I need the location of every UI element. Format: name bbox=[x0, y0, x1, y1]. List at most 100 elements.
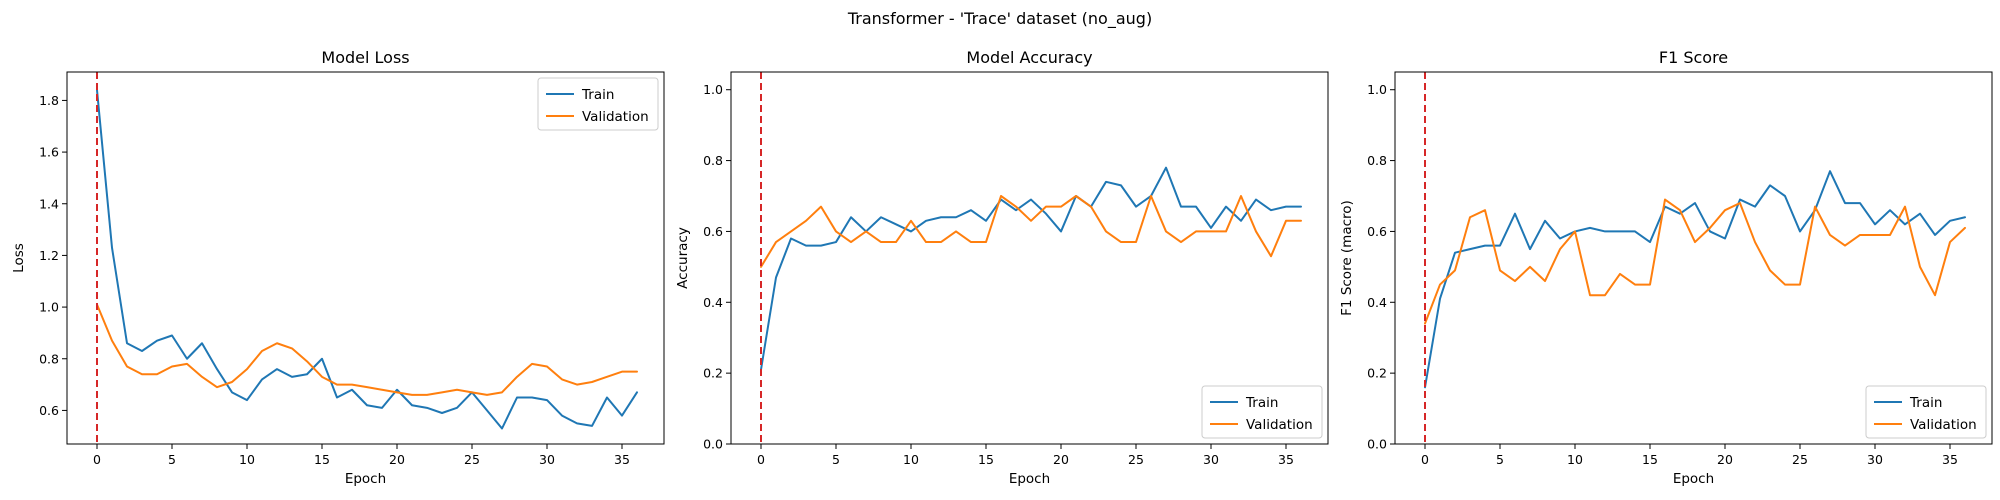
y-tick: 0.2 bbox=[703, 366, 731, 381]
x-tick-label: 0 bbox=[1421, 452, 1429, 467]
x-tick-label: 10 bbox=[239, 452, 255, 467]
x-tick-label: 20 bbox=[1053, 452, 1069, 467]
series-line-validation bbox=[760, 195, 1302, 268]
y-axis-label: Accuracy bbox=[675, 227, 691, 289]
y-tick-label: 1.8 bbox=[39, 93, 59, 108]
figure-suptitle: Transformer - 'Trace' dataset (no_aug) bbox=[847, 9, 1152, 29]
x-tick: 35 bbox=[614, 444, 630, 467]
legend-label: Validation bbox=[1246, 417, 1313, 433]
y-tick: 0.4 bbox=[703, 295, 731, 310]
y-axis-label: F1 Score (macro) bbox=[1339, 200, 1355, 316]
x-tick-label: 30 bbox=[539, 452, 555, 467]
x-tick-label: 10 bbox=[1567, 452, 1583, 467]
y-tick: 1.6 bbox=[39, 145, 67, 160]
series-line-train bbox=[1424, 170, 1966, 389]
y-tick-label: 0.8 bbox=[39, 351, 59, 366]
x-tick-label: 10 bbox=[903, 452, 919, 467]
y-axis-label: Loss bbox=[11, 243, 27, 273]
y-tick: 0.8 bbox=[1367, 153, 1395, 168]
legend: Train Validation bbox=[537, 77, 659, 131]
subplot-title: Model Loss bbox=[321, 48, 409, 67]
y-tick-label: 0.4 bbox=[703, 295, 723, 310]
x-tick: 15 bbox=[978, 444, 994, 467]
x-tick-label: 30 bbox=[1203, 452, 1219, 467]
y-tick-label: 1.2 bbox=[39, 248, 59, 263]
x-tick: 20 bbox=[389, 444, 405, 467]
x-tick: 5 bbox=[1496, 444, 1504, 467]
y-tick: 0.8 bbox=[703, 153, 731, 168]
x-tick: 35 bbox=[1278, 444, 1294, 467]
y-tick: 0.2 bbox=[1367, 366, 1395, 381]
legend-label: Validation bbox=[1910, 417, 1977, 433]
x-axis-label: Epoch bbox=[1009, 471, 1050, 487]
x-axis-label: Epoch bbox=[1673, 471, 1714, 487]
y-tick: 1.4 bbox=[39, 196, 67, 211]
y-tick-label: 0.2 bbox=[703, 366, 723, 381]
x-tick: 30 bbox=[1867, 444, 1883, 467]
legend-label: Train bbox=[1245, 395, 1278, 411]
y-tick: 0.8 bbox=[39, 351, 67, 366]
legend-item: Validation bbox=[546, 109, 649, 125]
x-tick: 20 bbox=[1717, 444, 1733, 467]
y-tick: 0.6 bbox=[1367, 224, 1395, 239]
legend-label: Train bbox=[1909, 395, 1942, 411]
y-tick-label: 1.0 bbox=[39, 300, 59, 315]
x-tick-label: 25 bbox=[464, 452, 480, 467]
x-tick-label: 35 bbox=[614, 452, 630, 467]
x-tick-label: 5 bbox=[832, 452, 840, 467]
subplot-title: F1 Score bbox=[1659, 48, 1728, 67]
series-line-validation bbox=[1424, 198, 1966, 325]
y-tick: 0.6 bbox=[39, 403, 67, 418]
y-tick-label: 1.6 bbox=[39, 145, 59, 160]
y-tick: 0.6 bbox=[703, 224, 731, 239]
x-tick-label: 25 bbox=[1792, 452, 1808, 467]
y-tick-label: 0.0 bbox=[1367, 437, 1387, 452]
x-tick-label: 15 bbox=[1642, 452, 1658, 467]
legend-item: Validation bbox=[1874, 417, 1977, 433]
subplots: Model Loss 0 5 10 15 20 25 30 35 0.6 0.8 1.0 1.2 1.4 1… bbox=[11, 48, 1993, 487]
x-tick-label: 25 bbox=[1128, 452, 1144, 467]
x-tick: 25 bbox=[1128, 444, 1144, 467]
axes-frame bbox=[1394, 71, 1993, 445]
x-tick-label: 15 bbox=[314, 452, 330, 467]
y-tick-label: 0.6 bbox=[39, 403, 59, 418]
y-tick-label: 0.0 bbox=[703, 437, 723, 452]
x-tick-label: 0 bbox=[757, 452, 765, 467]
y-tick: 1.0 bbox=[703, 82, 731, 97]
x-tick: 30 bbox=[539, 444, 555, 467]
legend: Train Validation bbox=[1201, 385, 1323, 439]
y-tick: 0.0 bbox=[1367, 437, 1395, 452]
x-tick-label: 20 bbox=[1717, 452, 1733, 467]
x-tick: 35 bbox=[1942, 444, 1958, 467]
y-tick: 0.0 bbox=[703, 437, 731, 452]
x-tick: 0 bbox=[1421, 444, 1429, 467]
x-tick-label: 30 bbox=[1867, 452, 1883, 467]
x-tick: 30 bbox=[1203, 444, 1219, 467]
subplot-3: F1 Score 0 5 10 15 20 25 30 35 0.0 0.2 0.4 0.6 0.8 1.0… bbox=[1339, 48, 1993, 487]
x-tick: 15 bbox=[314, 444, 330, 467]
x-tick-label: 35 bbox=[1278, 452, 1294, 467]
y-tick-label: 0.8 bbox=[1367, 153, 1387, 168]
x-tick: 0 bbox=[93, 444, 101, 467]
y-tick-label: 1.0 bbox=[1367, 82, 1387, 97]
x-tick-label: 20 bbox=[389, 452, 405, 467]
x-tick-label: 5 bbox=[1496, 452, 1504, 467]
x-tick-label: 35 bbox=[1942, 452, 1958, 467]
legend-label: Validation bbox=[582, 109, 649, 125]
x-tick: 25 bbox=[464, 444, 480, 467]
series-line-train bbox=[760, 166, 1302, 371]
y-tick-label: 0.2 bbox=[1367, 366, 1387, 381]
x-axis-label: Epoch bbox=[345, 471, 386, 487]
x-tick: 10 bbox=[239, 444, 255, 467]
y-tick-label: 0.6 bbox=[703, 224, 723, 239]
legend-item: Train bbox=[1874, 395, 1942, 411]
y-tick-label: 0.4 bbox=[1367, 295, 1387, 310]
y-tick: 1.0 bbox=[1367, 82, 1395, 97]
legend: Train Validation bbox=[1865, 385, 1987, 439]
x-tick-label: 5 bbox=[168, 452, 176, 467]
y-tick: 1.8 bbox=[39, 93, 67, 108]
y-tick-label: 0.8 bbox=[703, 153, 723, 168]
x-tick-label: 0 bbox=[93, 452, 101, 467]
axes-frame bbox=[730, 71, 1329, 445]
y-tick-label: 1.0 bbox=[703, 82, 723, 97]
